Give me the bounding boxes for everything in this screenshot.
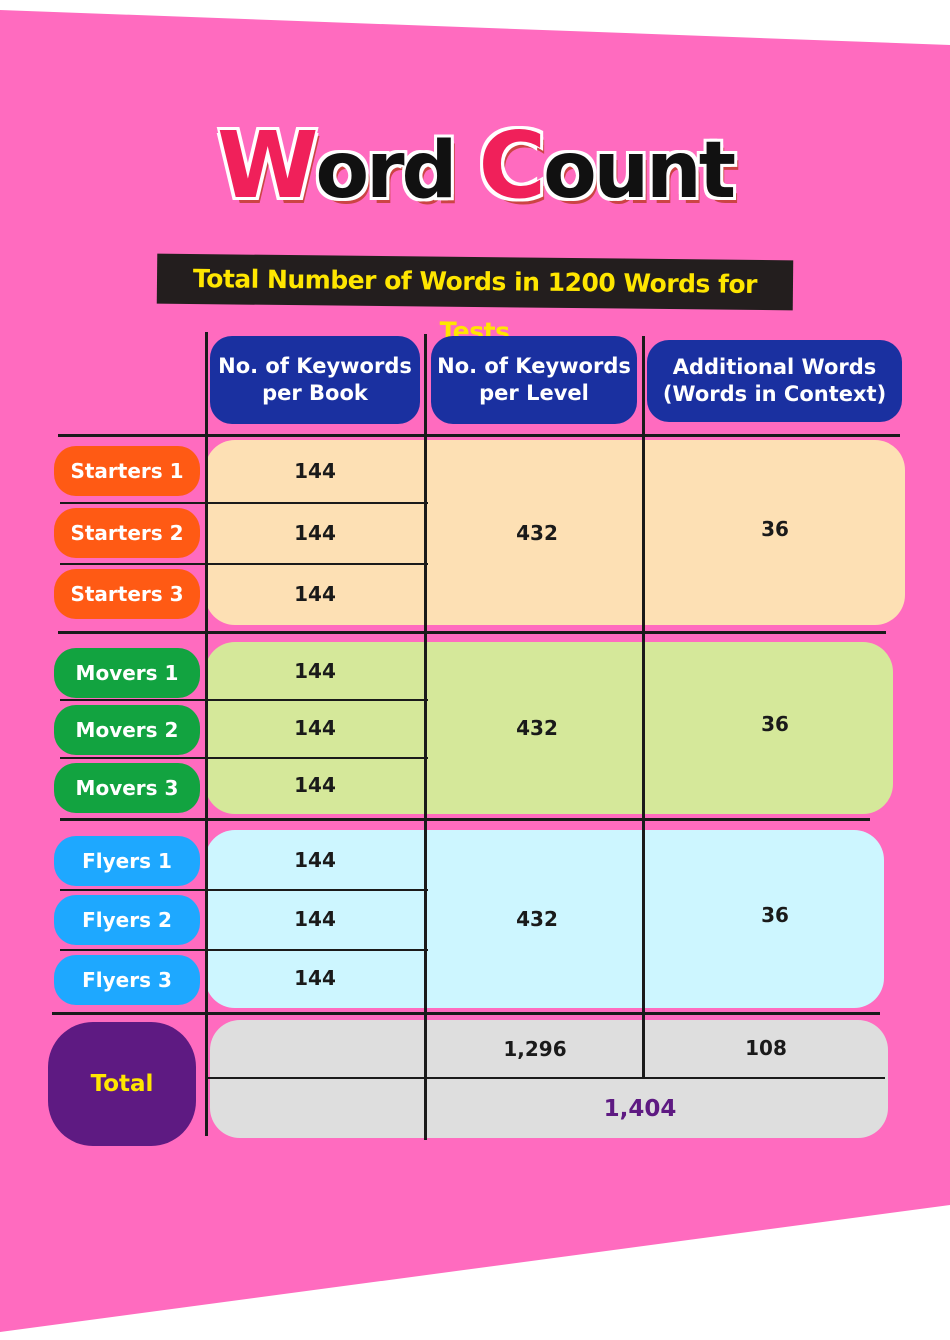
starters-label-2: Starters 2 — [54, 507, 200, 558]
starters-label-3: Starters 3 — [54, 569, 200, 620]
per-book-value: 144 — [294, 966, 336, 991]
header-per-level: No. of Keywords per Level — [431, 336, 637, 424]
row-divider — [60, 563, 428, 566]
per-book-value: 144 — [294, 847, 336, 872]
group-divider — [52, 1012, 880, 1015]
group-divider — [58, 434, 900, 437]
per-level-value: 432 — [516, 907, 558, 931]
per-book-value: 144 — [294, 582, 336, 607]
group-divider — [58, 631, 886, 634]
flyers-band — [205, 830, 884, 1008]
flyers-label-2: Flyers 2 — [54, 895, 200, 946]
row-divider — [60, 889, 428, 892]
row-divider — [60, 501, 428, 504]
header-additional: Additional Words (Words in Context) — [647, 340, 902, 422]
flyers-label-3: Flyers 3 — [54, 954, 200, 1005]
total-per-level: 1,296 — [503, 1037, 567, 1061]
per-book-value: 144 — [294, 458, 336, 483]
row-divider — [60, 699, 428, 702]
movers-label-3: Movers 3 — [54, 762, 200, 813]
row-divider — [60, 948, 428, 951]
flyers-label-1: Flyers 1 — [54, 836, 200, 886]
per-book-value: 144 — [294, 773, 336, 798]
starters-label-1: Starters 1 — [54, 446, 200, 496]
column-divider — [205, 332, 208, 1136]
column-divider — [424, 334, 427, 1140]
total-label: Total — [48, 1022, 196, 1146]
additional-value: 36 — [761, 903, 789, 927]
movers-label-2: Movers 2 — [54, 705, 200, 756]
per-book-value: 144 — [294, 907, 336, 931]
per-book-value: 144 — [294, 716, 336, 740]
total-divider — [205, 1077, 885, 1079]
per-book-value: 144 — [294, 658, 336, 683]
per-book-value: 144 — [294, 520, 336, 545]
starters-band — [205, 440, 905, 625]
title-letter: W — [217, 112, 318, 219]
group-divider — [60, 818, 870, 821]
subtitle: Total Number of Words in 1200 Words for … — [156, 253, 794, 346]
header-per-book: No. of Keywords per Book — [210, 336, 420, 424]
per-level-value: 432 — [516, 716, 558, 740]
title-letter: C — [478, 112, 547, 219]
title-part: ord — [315, 126, 457, 216]
total-additional: 108 — [745, 1036, 787, 1060]
movers-label-1: Movers 1 — [54, 648, 200, 698]
page-title: Word Count — [0, 112, 950, 219]
row-divider — [60, 756, 428, 759]
title-part: ount — [543, 126, 736, 216]
per-level-value: 432 — [516, 520, 558, 545]
additional-value: 36 — [761, 516, 789, 541]
movers-band — [205, 642, 893, 814]
total-band — [210, 1020, 888, 1138]
column-divider — [642, 336, 645, 1078]
grand-total: 1,404 — [603, 1096, 677, 1122]
additional-value: 36 — [761, 712, 789, 736]
